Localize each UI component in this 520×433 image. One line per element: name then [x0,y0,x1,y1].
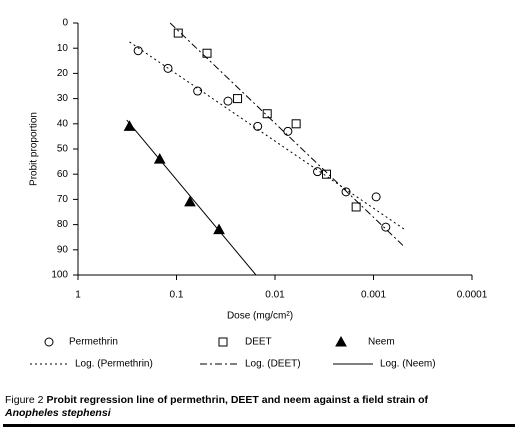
point [173,28,183,38]
legend-label: Log. (DEET) [245,359,301,370]
point [184,195,196,207]
point [322,169,332,179]
y-tick-label: 40 [57,118,69,129]
point [371,192,381,202]
y-tick-label: 0 [62,18,68,29]
legend-marker [335,335,347,347]
y-tick-label: 80 [57,219,69,230]
point [163,63,173,73]
caption-label: Figure 2 [5,394,44,406]
legend-label: Log. (Permethrin) [75,359,153,370]
y-tick-label: 30 [57,93,69,104]
point [193,86,203,96]
caption: Figure 2 Probit regression line of perme… [5,394,515,420]
legend-label: DEET [245,337,272,348]
x-tick-label: 0.1 [170,290,184,301]
x-tick-label: 0.001 [361,290,386,301]
point [153,153,166,164]
rule [3,424,515,427]
point [283,126,293,136]
y-tick-label: 90 [57,244,69,255]
y-axis-label: Probit proportion [29,112,40,186]
legend-marker [218,337,228,347]
caption-text: Probit regression line of permethrin, DE… [46,394,429,406]
caption-species: Anopheles stephensi [5,407,111,419]
legend-label: Log. (Neem) [380,359,436,370]
y-tick-label: 70 [57,194,69,205]
point [291,119,301,129]
legend-label: Permethrin [69,337,118,348]
legend-marker [44,337,54,347]
legend-label: Neem [368,337,395,348]
trend-line [169,22,406,248]
point [233,94,243,104]
y-tick-label: 60 [57,169,69,180]
y-tick-label: 100 [51,270,68,281]
trend-line [126,119,257,276]
point [202,48,212,58]
point [213,223,225,235]
x-axis-label: Dose (mg/cm²) [227,311,293,322]
y-tick-label: 10 [57,43,69,54]
point [381,222,391,232]
x-tick-label: 1 [75,290,81,301]
point [262,109,272,119]
point [313,167,323,177]
point [351,202,361,212]
y-tick-label: 20 [57,68,69,79]
point [223,96,233,106]
x-tick-label: 0.0001 [457,290,488,301]
x-tick-label: 0.01 [265,290,285,301]
y-tick-label: 50 [57,144,69,155]
trend-line [129,41,406,231]
chart: Dose (mg/cm²) Probit proportion 0 10 20 30 4… [29,18,488,370]
